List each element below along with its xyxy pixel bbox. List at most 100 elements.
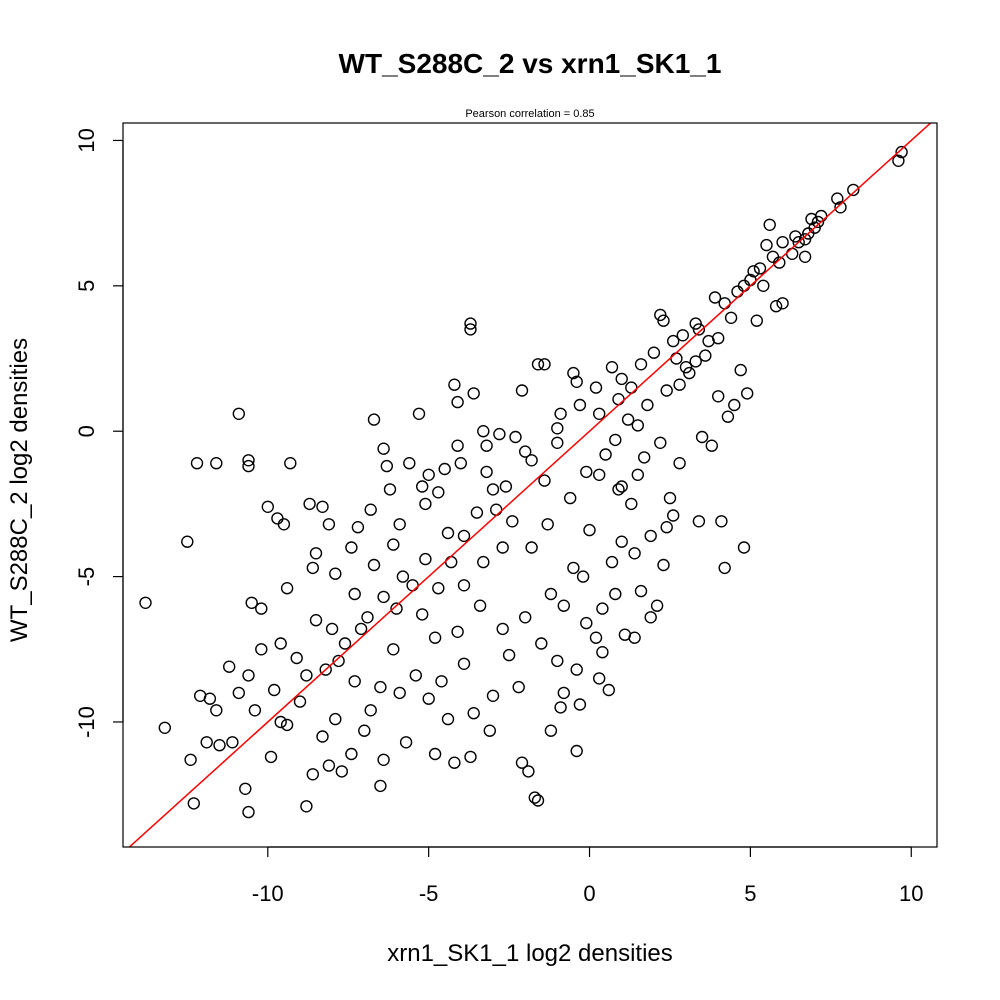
data-point <box>274 715 287 729</box>
data-point <box>531 794 545 807</box>
data-point <box>377 442 390 455</box>
chart-subtitle: Pearson correlation = 0.85 <box>465 108 594 120</box>
data-point <box>451 625 464 638</box>
data-point <box>644 611 657 624</box>
data-point <box>773 256 786 269</box>
data-point <box>515 384 529 397</box>
data-point <box>734 363 747 377</box>
data-point <box>322 518 336 531</box>
data-point <box>609 587 622 601</box>
data-point <box>737 279 751 292</box>
data-point <box>210 457 223 470</box>
data-point <box>329 712 342 726</box>
data-point <box>538 474 551 487</box>
data-point <box>393 686 406 700</box>
data-point <box>264 750 278 764</box>
data-point <box>638 451 651 464</box>
data-point <box>158 721 172 734</box>
data-point <box>419 497 432 511</box>
data-point <box>667 509 680 522</box>
data-point <box>409 669 422 682</box>
data-point <box>615 535 628 548</box>
data-point <box>338 637 352 650</box>
data-point <box>554 701 567 714</box>
data-point <box>448 378 461 391</box>
data-point <box>718 561 731 575</box>
data-point <box>374 779 387 793</box>
data-point <box>609 433 622 447</box>
data-point <box>593 407 606 420</box>
data-point <box>564 491 577 505</box>
data-point <box>493 427 506 441</box>
data-point <box>467 387 480 400</box>
data-point <box>805 212 818 226</box>
data-point <box>683 366 696 380</box>
x-tick-label: 0 <box>583 881 595 906</box>
data-point <box>660 384 673 397</box>
data-point <box>589 381 603 394</box>
data-point <box>454 457 467 470</box>
data-point <box>789 230 802 243</box>
data-point <box>483 724 496 737</box>
data-point <box>451 395 464 409</box>
data-point <box>525 454 538 467</box>
data-point <box>625 381 638 394</box>
data-point <box>329 567 342 580</box>
data-point <box>242 669 255 682</box>
points-layer <box>139 145 908 819</box>
data-point <box>480 465 493 479</box>
data-point <box>615 372 628 386</box>
data-point <box>528 791 541 804</box>
data-point <box>670 352 683 365</box>
data-point <box>753 262 767 275</box>
data-point <box>181 535 194 548</box>
data-point <box>470 506 484 519</box>
data-point <box>570 663 583 676</box>
data-point <box>570 375 583 388</box>
data-point <box>210 704 223 717</box>
data-point <box>567 366 580 380</box>
data-point <box>364 704 377 717</box>
data-point <box>268 683 281 697</box>
data-point <box>576 570 590 583</box>
data-point <box>387 538 400 551</box>
data-point <box>763 218 776 232</box>
data-point <box>580 616 593 630</box>
data-point <box>712 390 725 403</box>
data-point <box>457 529 471 543</box>
data-point <box>332 654 345 668</box>
data-point <box>477 425 490 438</box>
data-point <box>280 718 294 732</box>
data-point <box>689 317 702 330</box>
data-point <box>309 614 323 627</box>
data-point <box>641 398 654 412</box>
data-point <box>612 483 625 496</box>
data-point <box>811 215 825 229</box>
data-point <box>348 675 361 688</box>
data-point <box>593 468 606 481</box>
data-point <box>628 631 641 644</box>
data-point <box>393 518 406 531</box>
data-point <box>570 744 583 758</box>
data-point <box>377 753 390 766</box>
data-point <box>776 297 789 310</box>
data-point <box>416 608 429 621</box>
data-point <box>419 552 432 566</box>
data-point <box>139 596 152 609</box>
data-point <box>432 486 445 499</box>
data-point <box>303 497 316 511</box>
chart-title: WT_S288C_2 vs xrn1_SK1_1 <box>339 48 722 79</box>
data-point <box>335 765 348 778</box>
data-point <box>699 349 712 362</box>
data-point <box>325 622 339 636</box>
data-point <box>634 358 648 371</box>
data-point <box>654 436 667 449</box>
data-point <box>647 346 661 359</box>
data-point <box>242 805 255 819</box>
data-point <box>361 611 374 624</box>
data-point <box>390 602 403 615</box>
data-point <box>731 285 744 298</box>
data-point <box>377 590 390 604</box>
data-point <box>705 439 718 452</box>
